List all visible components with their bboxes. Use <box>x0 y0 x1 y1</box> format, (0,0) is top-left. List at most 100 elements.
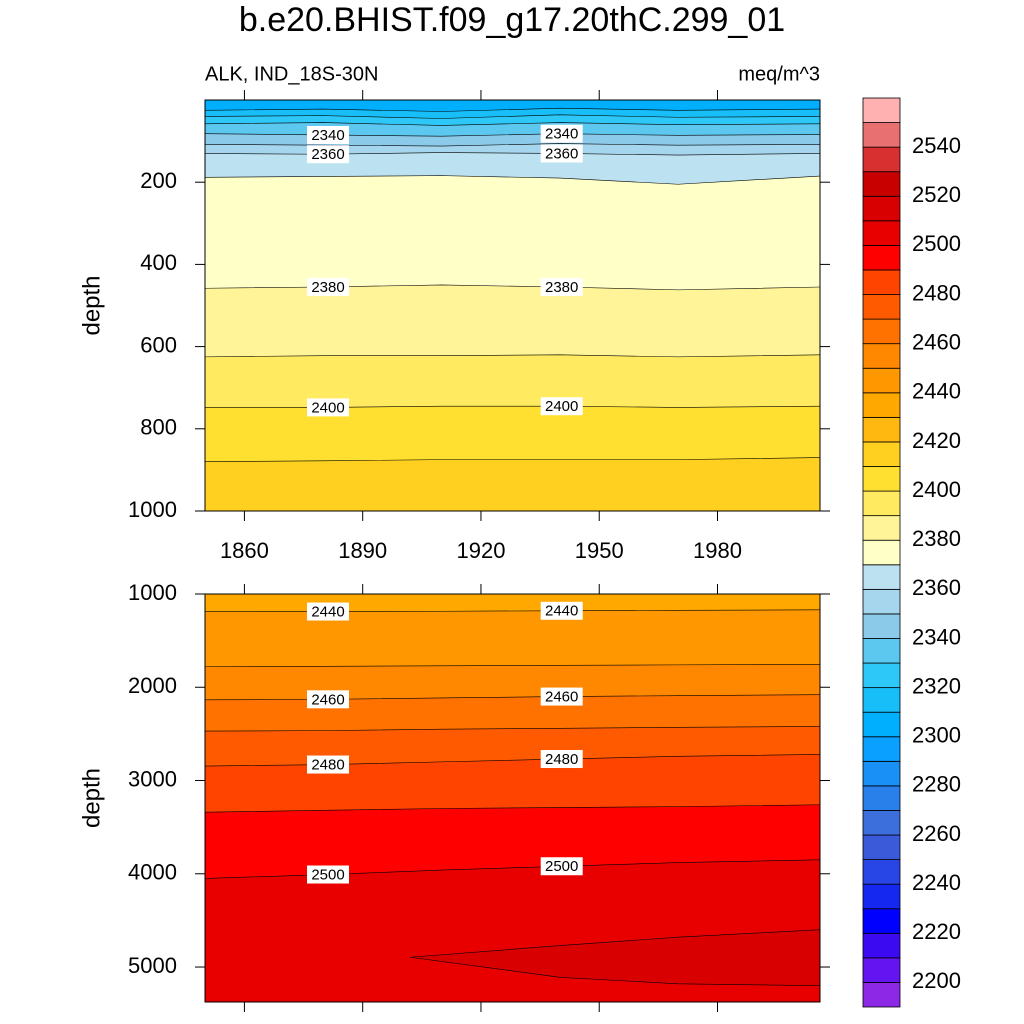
contour-label: 2360 <box>545 145 578 162</box>
plot-area: 2440 2440 2460 2460 2480 2480 2500 2500 <box>205 594 820 1002</box>
contour-label: 2440 <box>545 603 578 620</box>
contour-label-box <box>307 277 349 296</box>
colorbar-box <box>862 760 901 787</box>
colorbar-label: 2280 <box>912 772 961 797</box>
contour-label: 2400 <box>545 398 578 415</box>
y-tick-label: 5000 <box>128 953 177 978</box>
colorbar-label: 2240 <box>912 870 961 895</box>
colorbar-box <box>862 662 901 689</box>
colorbar-box <box>862 171 901 197</box>
colorbar-box <box>862 613 901 639</box>
colorbar-box <box>862 638 901 664</box>
colorbar-box <box>862 269 901 295</box>
colorbar-label: 2220 <box>912 919 961 944</box>
contour-label: 2480 <box>311 757 344 774</box>
colorbar-box <box>862 859 901 885</box>
colorbar-label: 2380 <box>912 526 961 551</box>
y-tick-label: 3000 <box>128 766 177 791</box>
colorbar-box <box>862 195 901 222</box>
subtitle-left: ALK, IND_18S-30N <box>205 63 378 85</box>
colorbar-label: 2480 <box>912 280 961 305</box>
contour-label: 2380 <box>311 279 344 296</box>
colorbar-label: 2300 <box>912 723 961 748</box>
colorbar-label: 2500 <box>912 231 961 256</box>
contour-label-box <box>307 690 349 709</box>
contour-label-box <box>307 145 349 164</box>
colorbar-label: 2540 <box>912 133 961 158</box>
colorbar-box <box>862 515 901 541</box>
contour-label: 2440 <box>311 603 344 620</box>
x-tick-label: 1860 <box>220 538 269 563</box>
colorbar-box <box>862 785 901 811</box>
colorbar-box <box>862 539 901 566</box>
colorbar-box <box>862 588 901 615</box>
colorbar-box <box>862 736 901 762</box>
colorbar-box <box>862 367 901 394</box>
band <box>410 929 820 986</box>
contour-label: 2340 <box>545 126 578 143</box>
contour-line <box>205 859 820 879</box>
contour-label: 2460 <box>545 689 578 706</box>
colorbar-box <box>862 122 901 148</box>
x-tick-label: 1920 <box>456 538 505 563</box>
contour-label: 2460 <box>311 691 344 708</box>
colorbar-box <box>862 908 901 934</box>
colorbar-box <box>862 957 901 983</box>
contour-line <box>205 405 820 408</box>
colorbar-box <box>862 245 901 271</box>
contour-line <box>205 354 820 358</box>
y-tick-label: 800 <box>140 415 177 440</box>
contour-label: 2340 <box>311 127 344 144</box>
contour-label: 2380 <box>545 279 578 296</box>
colorbar-box <box>862 416 901 443</box>
contour-label-box <box>540 601 583 620</box>
x-tick-label: 1980 <box>693 538 742 563</box>
y-tick-label: 400 <box>140 250 177 275</box>
colorbar-box <box>862 343 901 369</box>
colorbar-box <box>862 810 901 836</box>
colorbar-box <box>862 97 901 123</box>
contour-line <box>205 726 820 732</box>
colorbar-box <box>862 441 901 467</box>
colorbar-box <box>862 711 901 738</box>
colorbar-box <box>862 932 901 959</box>
colorbar-label: 2440 <box>912 379 961 404</box>
y-tick-label: 200 <box>140 168 177 193</box>
plot-frame <box>204 593 821 1003</box>
colorbar-label: 2360 <box>912 575 961 600</box>
y-tick-label: 1000 <box>128 580 177 605</box>
contour-line <box>205 694 820 701</box>
colorbar-label: 2340 <box>912 624 961 649</box>
contour-line <box>205 804 820 813</box>
y-axis-label: depth <box>78 275 105 335</box>
colorbar-box <box>862 490 901 517</box>
colorbar-box <box>862 564 901 590</box>
colorbar-box <box>862 392 901 418</box>
contour-line <box>205 107 820 112</box>
contour-label-box <box>540 750 583 769</box>
colorbar-box <box>862 318 901 345</box>
contour-label-box <box>307 125 349 144</box>
contour-line <box>205 609 820 613</box>
contour-line <box>205 114 820 119</box>
contour-label-box <box>540 857 583 876</box>
subtitle-right: meq/m^3 <box>738 63 820 85</box>
contour-label: 2360 <box>311 146 344 163</box>
contour-line <box>205 175 820 185</box>
colorbar-label: 2460 <box>912 329 961 354</box>
contour-label: 2400 <box>311 399 344 416</box>
y-tick-label: 600 <box>140 332 177 357</box>
y-axis-label: depth <box>78 768 105 828</box>
contour-label-box <box>307 398 349 417</box>
contour-label-box <box>307 602 349 621</box>
colorbar-label: 2200 <box>912 968 961 993</box>
contour-label: 2500 <box>311 866 344 883</box>
contour-line <box>205 152 820 156</box>
colorbar-box <box>862 834 901 860</box>
contour-line <box>205 143 820 147</box>
contour-line <box>205 664 820 668</box>
colorbar-box <box>862 466 901 492</box>
contour-label-box <box>540 124 583 143</box>
contour-label: 2480 <box>545 751 578 768</box>
